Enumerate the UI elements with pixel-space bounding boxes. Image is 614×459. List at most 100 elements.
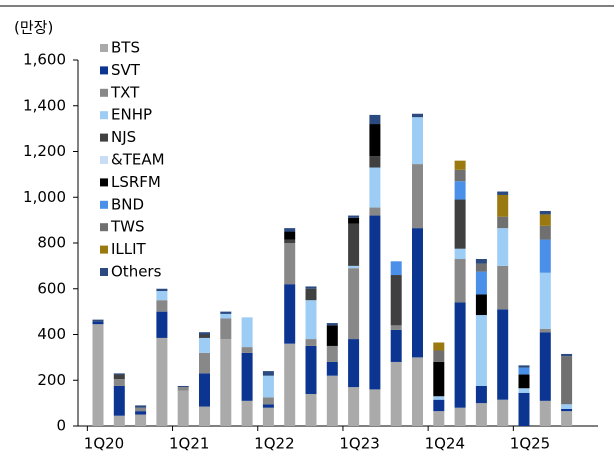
bar-segment <box>305 393 317 426</box>
bar-segment <box>135 414 147 426</box>
x-tick-label: 1Q25 <box>510 435 550 453</box>
legend-swatch <box>100 156 108 164</box>
bar-segment <box>518 392 530 426</box>
bar-segment <box>454 181 466 200</box>
bar-segment <box>369 207 381 216</box>
bar-segment <box>156 337 168 426</box>
y-tick-label: 800 <box>37 234 66 252</box>
bar-segment <box>539 210 551 215</box>
x-tick-label: 1Q24 <box>425 435 465 453</box>
bar-segment <box>220 339 232 426</box>
bar-segment <box>305 286 317 289</box>
bar-segment <box>284 228 296 232</box>
bar-segment <box>262 397 274 405</box>
bar-segment <box>199 332 210 335</box>
bar-segment <box>518 374 530 389</box>
bar-segment <box>412 164 423 229</box>
bar-segment <box>454 160 466 170</box>
bar-segment <box>369 167 381 208</box>
bar-segment <box>561 408 573 412</box>
bar-segment <box>305 300 317 340</box>
bar-segment <box>241 317 253 348</box>
bar-segment <box>241 347 253 353</box>
bar-segment <box>348 268 360 340</box>
bar-segment <box>262 375 274 398</box>
bar-segment <box>326 361 338 376</box>
bar-segment <box>305 345 317 394</box>
y-tick-label: 1,600 <box>23 51 66 69</box>
bar-segment <box>433 361 445 397</box>
bar-segment <box>518 388 530 393</box>
bar-segment <box>92 324 104 426</box>
bar-segment <box>369 124 381 157</box>
bar-segment <box>348 265 360 269</box>
bar-segment <box>92 319 104 322</box>
legend-swatch <box>100 268 108 276</box>
bar-segment <box>433 399 445 412</box>
bar-segment <box>262 371 274 376</box>
bar-segment <box>475 259 487 264</box>
bar-segment <box>348 339 360 388</box>
bar-segment <box>348 223 360 266</box>
bar-segment <box>390 329 402 362</box>
bar-segment <box>348 217 360 224</box>
bar-segment <box>284 243 296 285</box>
bar-segment <box>220 311 232 314</box>
bar-segment <box>412 228 423 358</box>
bar-segment <box>539 214 551 226</box>
bar-segment <box>113 374 125 380</box>
bar-segment <box>305 339 317 346</box>
bar-segment <box>561 411 573 426</box>
legend-label: BTS <box>111 39 140 57</box>
y-tick-label: 1,200 <box>23 142 66 160</box>
bar-segment <box>454 302 466 408</box>
y-tick-label: 600 <box>37 279 66 297</box>
bar-segment <box>284 231 296 240</box>
bar-segment <box>305 288 317 301</box>
bar-segment <box>433 411 445 426</box>
bar-segment <box>454 407 466 426</box>
legend-label: &TEAM <box>111 151 165 169</box>
legend-label: ILLIT <box>111 240 147 258</box>
bar-segment <box>156 288 168 292</box>
bar-segment <box>539 332 551 401</box>
legend-swatch <box>100 178 108 187</box>
bar-segment <box>262 404 274 408</box>
bar-segment <box>433 396 445 400</box>
bar-segment <box>156 300 168 312</box>
bar-segment <box>390 361 402 426</box>
bar-segment <box>475 403 487 426</box>
bar-segment <box>475 271 487 295</box>
bar-segment <box>348 215 360 218</box>
bar-segment <box>539 272 551 329</box>
x-tick-label: 1Q20 <box>84 435 124 453</box>
bar-segment <box>241 400 253 426</box>
legend-label: TXT <box>110 83 140 101</box>
bar-segment <box>199 373 210 407</box>
y-tick-label: 1,400 <box>23 96 66 114</box>
bar-segment <box>475 315 487 386</box>
bar-segment <box>199 337 210 353</box>
x-tick-label: 1Q21 <box>169 435 209 453</box>
bar-segment <box>497 309 509 400</box>
bar-segment <box>135 405 147 408</box>
bar-segment <box>113 373 125 375</box>
legend-swatch <box>100 200 108 209</box>
bar-segment <box>326 325 338 346</box>
bar-segment <box>284 343 296 426</box>
bar-segment <box>177 387 189 391</box>
legend-label: TWS <box>110 218 145 236</box>
legend-swatch <box>100 133 108 142</box>
bar-segment <box>412 357 423 426</box>
bar-segment <box>113 379 125 386</box>
bar-segment <box>369 156 381 168</box>
bar-segment <box>539 225 551 240</box>
bar-segment <box>177 390 189 426</box>
bar-segment <box>412 117 423 165</box>
bar-segment <box>326 375 338 426</box>
bar-segment <box>113 415 125 426</box>
bar-segment <box>433 342 445 351</box>
bar-segment <box>199 334 210 338</box>
bar-segment <box>454 259 466 303</box>
